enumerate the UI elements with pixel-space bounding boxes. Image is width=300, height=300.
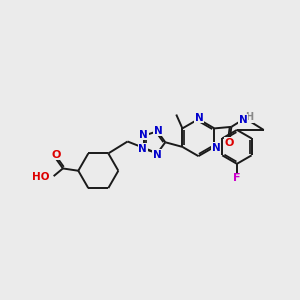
Text: N: N <box>195 112 204 123</box>
Text: HO: HO <box>32 172 50 182</box>
Text: O: O <box>224 138 234 148</box>
Text: N: N <box>154 125 163 136</box>
Text: H: H <box>245 112 253 122</box>
Text: O: O <box>51 150 61 160</box>
Text: N: N <box>139 130 148 140</box>
Text: N: N <box>238 115 247 125</box>
Text: N: N <box>212 143 220 153</box>
Text: F: F <box>233 173 241 184</box>
Text: N: N <box>139 144 147 154</box>
Text: N: N <box>153 150 162 160</box>
